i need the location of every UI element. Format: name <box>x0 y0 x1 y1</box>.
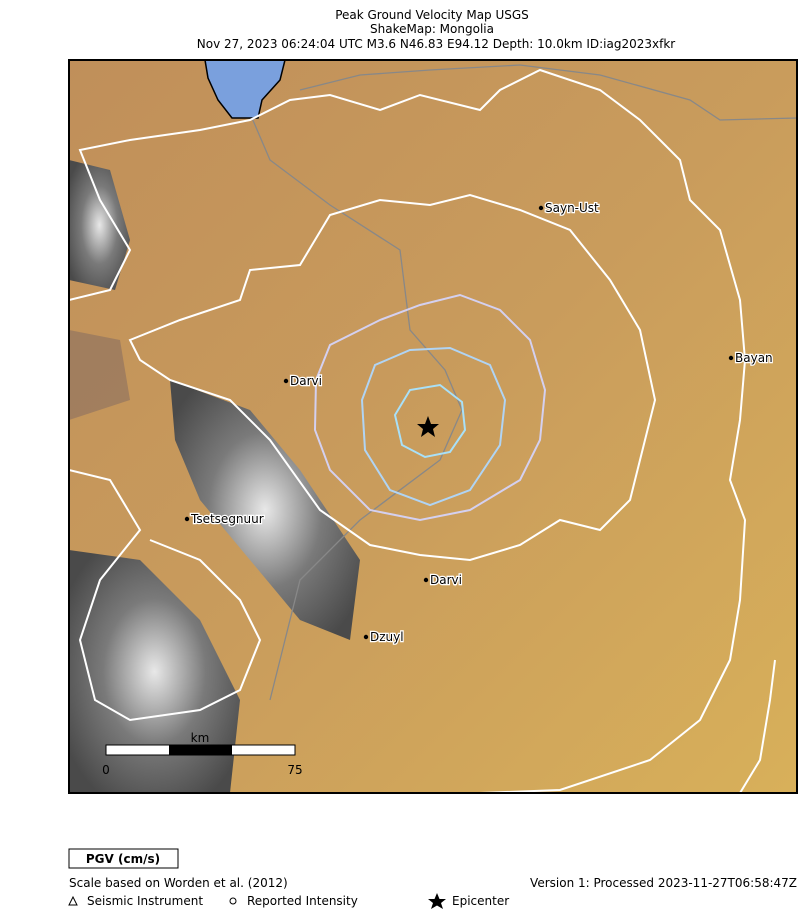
place-label: Sayn-Ust <box>545 201 599 215</box>
contour <box>739 659 776 793</box>
place-label: Dzuyl <box>370 630 404 644</box>
place-dot <box>184 516 190 522</box>
scale-bar: km 0 75 <box>102 731 302 777</box>
place-dot <box>538 205 544 211</box>
places: Sayn-Ust Bayan Darvi Tsetsegnuur Darvi D… <box>184 200 774 645</box>
place-label: Darvi <box>430 573 462 587</box>
mountains <box>69 550 240 793</box>
symbol-label: Seismic Instrument <box>87 894 203 908</box>
subtitle: ShakeMap: Mongolia <box>370 22 494 36</box>
legend-title: PGV (cm/s) <box>86 852 160 866</box>
intensity-symbol <box>229 897 237 905</box>
contour <box>69 68 747 793</box>
contour <box>128 193 657 562</box>
place-dot <box>283 378 289 384</box>
legend-title-cell <box>68 848 179 869</box>
version: Version 1: Processed 2023-11-27T06:58:47… <box>530 876 797 890</box>
mountains <box>69 330 130 420</box>
event-info: Nov 27, 2023 06:24:04 UTC M3.6 N46.83 E9… <box>197 37 675 51</box>
contour <box>69 469 262 722</box>
reference: Scale based on Worden et al. (2012) <box>69 876 288 890</box>
place-dot <box>423 577 429 583</box>
map-frame <box>68 59 798 794</box>
title: Peak Ground Velocity Map USGS <box>335 8 529 22</box>
place-dot <box>728 355 734 361</box>
instrument-symbol <box>68 895 78 906</box>
place-label: Tsetsegnuur <box>190 512 264 526</box>
scale-bar-segment <box>169 745 232 755</box>
symbol-label: Epicenter <box>452 894 509 908</box>
contours <box>69 68 776 793</box>
scale-end: 75 <box>287 763 302 777</box>
epicenter <box>417 416 439 437</box>
place-label: Bayan <box>735 351 773 365</box>
contour <box>360 346 507 507</box>
mountains <box>69 160 130 290</box>
road <box>299 64 797 121</box>
epicenter-symbol <box>428 893 446 909</box>
scale-start: 0 <box>102 763 110 777</box>
mountains <box>170 380 360 640</box>
lake <box>204 60 286 119</box>
contour <box>393 383 467 459</box>
place-label: Darvi <box>290 374 322 388</box>
scale-unit: km <box>191 731 210 745</box>
legend: PGV (cm/s) <box>68 848 179 869</box>
place-dot <box>363 634 369 640</box>
map <box>69 60 797 793</box>
symbol-label: Reported Intensity <box>247 894 358 908</box>
road <box>251 117 463 701</box>
contour <box>313 293 547 522</box>
